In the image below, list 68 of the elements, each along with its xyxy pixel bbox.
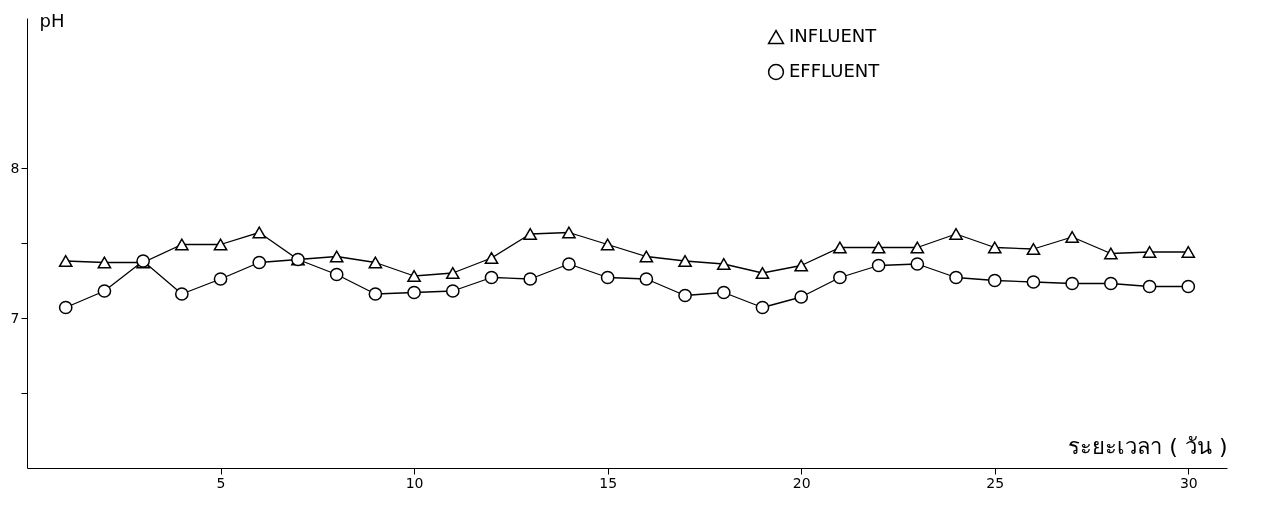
point (1026, 242, 1041, 256)
point (871, 241, 886, 254)
point (445, 266, 460, 280)
y-axis-title: pH (39, 9, 65, 31)
point (987, 241, 1002, 254)
point (1142, 245, 1157, 259)
point (1142, 279, 1157, 294)
x-tick-label: 15 (599, 474, 618, 491)
point (1181, 279, 1196, 294)
point (833, 270, 847, 285)
point (600, 270, 615, 285)
point (755, 300, 770, 315)
y-tick-label: 8 (10, 159, 20, 176)
point (1104, 276, 1118, 291)
point (97, 284, 112, 298)
point (329, 267, 344, 282)
point (639, 272, 654, 286)
point (329, 250, 344, 263)
point (1065, 276, 1080, 291)
point (562, 226, 576, 239)
point (368, 256, 383, 269)
point (97, 256, 112, 269)
point (949, 227, 963, 241)
y-tick-label: 7 (10, 309, 20, 326)
point (174, 287, 189, 301)
point (58, 300, 73, 315)
point (368, 287, 383, 301)
point (678, 254, 692, 268)
x-tick-label: 25 (986, 474, 1005, 491)
legend-label: EFFLUENT (789, 60, 881, 81)
point (58, 254, 73, 268)
x-tick-label: 30 (1179, 474, 1198, 491)
point (987, 273, 1002, 288)
point (1181, 245, 1196, 259)
legend-label: INFLUENT (789, 25, 878, 46)
point (910, 241, 925, 254)
point (910, 257, 925, 271)
point (639, 250, 654, 263)
point (252, 255, 267, 270)
point (716, 285, 731, 300)
point (484, 270, 499, 285)
point (407, 269, 421, 283)
point (213, 238, 228, 251)
x-tick-label: 20 (792, 474, 811, 491)
point (407, 285, 421, 300)
point (949, 270, 963, 285)
point (523, 272, 538, 286)
point (678, 288, 692, 303)
point (794, 259, 809, 272)
point (600, 238, 615, 251)
point (484, 251, 499, 265)
point (755, 266, 770, 280)
point (1065, 230, 1080, 244)
point (716, 257, 731, 271)
point (523, 227, 538, 241)
point (1104, 247, 1118, 260)
point (833, 241, 847, 254)
point (213, 272, 228, 286)
x-tick-label: 5 (216, 474, 226, 491)
point (562, 257, 576, 271)
point (1026, 275, 1041, 289)
point (174, 238, 189, 251)
x-axis-title: ระยะเวลา ( วัน ) (1068, 433, 1228, 459)
point (252, 226, 267, 239)
point (445, 284, 460, 298)
x-tick-label: 10 (405, 474, 424, 491)
point (794, 290, 809, 304)
point (871, 258, 886, 273)
